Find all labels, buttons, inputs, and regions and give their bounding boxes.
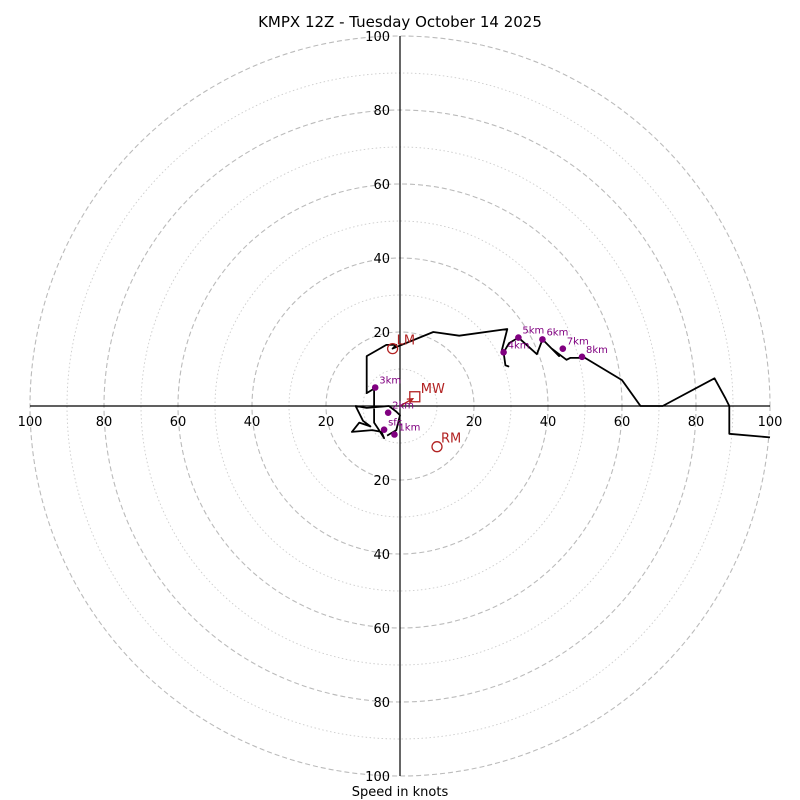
y-tick-label: 100 xyxy=(365,30,390,45)
rm-marker xyxy=(431,441,443,453)
y-tick-label: 100 xyxy=(365,770,390,785)
height-marker-7km xyxy=(559,345,567,352)
mean-wind-marker xyxy=(409,391,421,403)
height-marker-1km xyxy=(391,431,398,438)
lm-label: LM xyxy=(397,334,415,349)
y-tick-label: 40 xyxy=(373,548,390,563)
mean-wind-label: MW xyxy=(421,382,445,397)
y-tick-label: 20 xyxy=(373,474,390,489)
height-marker-8km xyxy=(578,353,586,361)
height-label-2km: 2km xyxy=(392,401,414,412)
x-tick-label: 60 xyxy=(170,415,187,430)
height-label-4km: 4km xyxy=(508,340,530,351)
x-tick-label: 80 xyxy=(96,415,113,430)
y-tick-label: 20 xyxy=(373,326,390,341)
height-marker-2km xyxy=(384,409,392,416)
y-tick-label: 40 xyxy=(373,252,390,267)
y-tick-label: 80 xyxy=(373,696,390,711)
x-tick-label: 80 xyxy=(688,415,705,430)
height-marker-4km xyxy=(500,349,507,356)
height-label-6km: 6km xyxy=(546,327,568,338)
storm-motion-markers: LM RM MW xyxy=(386,334,461,453)
height-marker-3km xyxy=(371,384,379,391)
x-axis-label: Speed in knots xyxy=(352,785,449,800)
height-marker-sfc xyxy=(380,426,388,433)
x-tick-label: 20 xyxy=(318,415,335,430)
storm-motion-arrow xyxy=(399,398,414,407)
height-label-5km: 5km xyxy=(522,326,544,337)
x-tick-label: 40 xyxy=(540,415,557,430)
height-marker-6km xyxy=(539,336,546,343)
hodograph-line xyxy=(350,328,771,440)
y-tick-label: 80 xyxy=(373,104,390,119)
chart-title: KMPX 12Z - Tuesday October 14 2025 xyxy=(258,13,542,31)
lm-marker xyxy=(386,342,399,355)
y-tick-label: 60 xyxy=(373,622,390,637)
x-tick-labels: 100 80 60 40 20 20 40 60 80 100 xyxy=(18,415,783,430)
height-label-sfc: sfc xyxy=(388,418,402,429)
height-label-3km: 3km xyxy=(379,376,401,387)
height-marker-5km xyxy=(515,334,522,341)
x-tick-label: 100 xyxy=(18,415,43,430)
y-tick-label: 60 xyxy=(373,178,390,193)
height-label-8km: 8km xyxy=(586,345,608,356)
height-label-1km: 1km xyxy=(398,422,420,433)
x-tick-label: 60 xyxy=(614,415,631,430)
wind-trace xyxy=(350,328,771,440)
x-tick-label: 100 xyxy=(758,415,783,430)
x-tick-label: 20 xyxy=(466,415,483,430)
height-label-7km: 7km xyxy=(567,337,589,348)
rm-label: RM xyxy=(441,432,461,447)
storm-motion-arrowhead xyxy=(406,398,415,405)
y-tick-labels: 100 80 60 40 20 20 40 60 80 100 xyxy=(365,30,390,785)
x-tick-label: 40 xyxy=(244,415,261,430)
